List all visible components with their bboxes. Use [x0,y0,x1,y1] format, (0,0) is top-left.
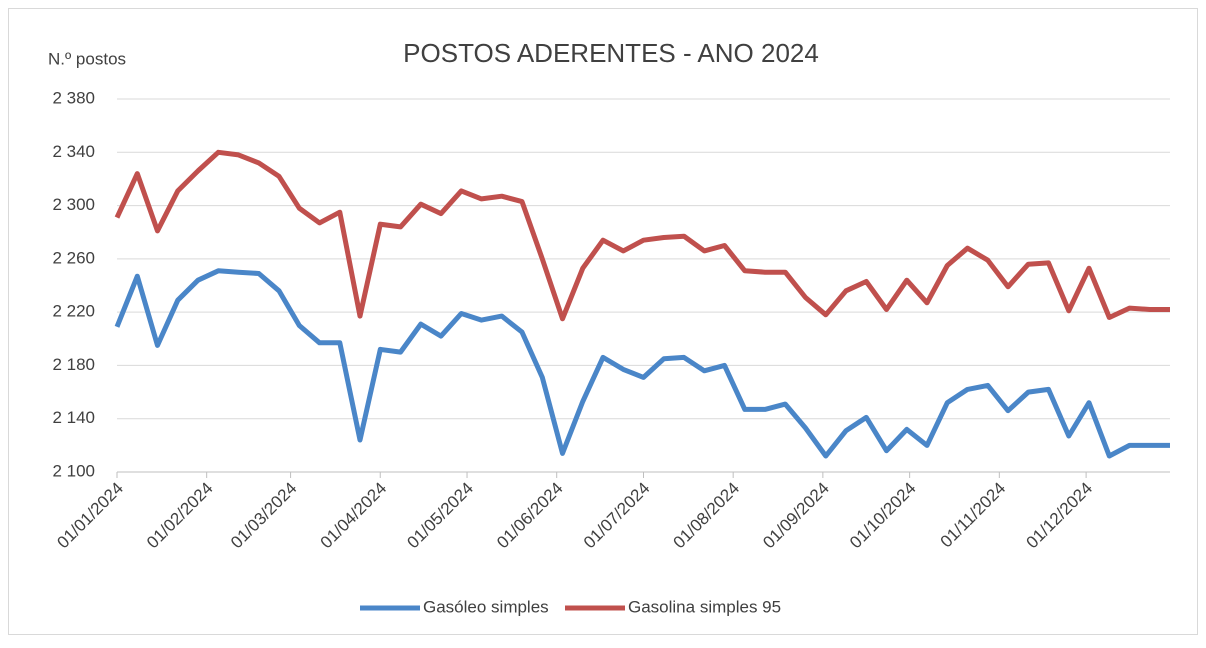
chart-border [8,8,1198,635]
y-tick-label: 2 100 [52,461,95,480]
y-tick-label: 2 340 [52,142,95,161]
chart-title: POSTOS ADERENTES - ANO 2024 [403,38,819,68]
y-tick-label: 2 380 [52,88,95,107]
y-tick-label: 2 260 [52,248,95,267]
y-tick-label: 2 180 [52,355,95,374]
data-line [114,149,1170,322]
y-tick-label: 2 300 [52,195,95,214]
y-tick-label: 2 220 [52,302,95,321]
data-line [114,268,1170,459]
legend-label: Gasóleo simples [423,597,549,616]
y-axis-label: N.º postos [48,49,126,68]
y-tick-label: 2 140 [52,408,95,427]
legend-label: Gasolina simples 95 [628,597,781,616]
